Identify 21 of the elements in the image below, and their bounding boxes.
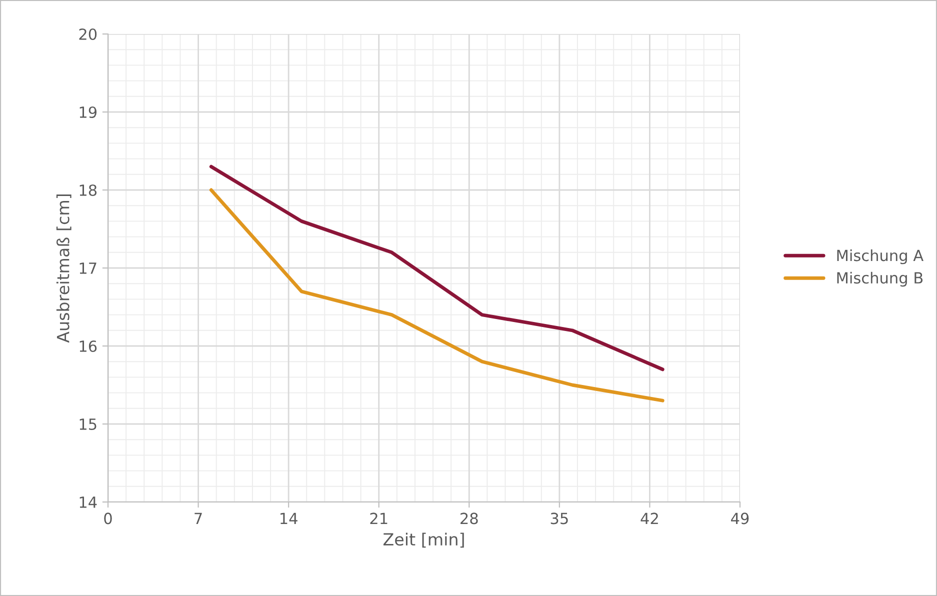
x-tick-label: 42 bbox=[640, 512, 658, 524]
x-tick-label: 7 bbox=[194, 512, 202, 524]
x-tick-label: 49 bbox=[731, 512, 749, 524]
y-axis-title: Ausbreitmaß [cm] bbox=[56, 194, 72, 343]
x-tick-label: 14 bbox=[280, 512, 298, 524]
x-tick-label: 21 bbox=[370, 512, 388, 524]
x-axis-title: Zeit [min] bbox=[383, 532, 464, 548]
y-tick-label: 17 bbox=[80, 262, 96, 274]
line-series bbox=[209, 188, 664, 402]
line-series bbox=[209, 164, 664, 372]
legend-label: Mischung A bbox=[837, 249, 924, 264]
x-tick-label: 0 bbox=[104, 512, 112, 524]
legend-label: Mischung B bbox=[837, 272, 923, 287]
y-tick-label: 16 bbox=[80, 340, 97, 352]
y-tick-label: 18 bbox=[80, 184, 97, 196]
x-tick-label: 35 bbox=[550, 512, 568, 524]
x-tick-label: 28 bbox=[460, 512, 478, 524]
y-tick-label: 19 bbox=[80, 106, 97, 118]
y-tick-label: 15 bbox=[80, 418, 96, 430]
y-tick-label: 20 bbox=[79, 28, 97, 40]
y-tick-label: 14 bbox=[80, 496, 97, 508]
